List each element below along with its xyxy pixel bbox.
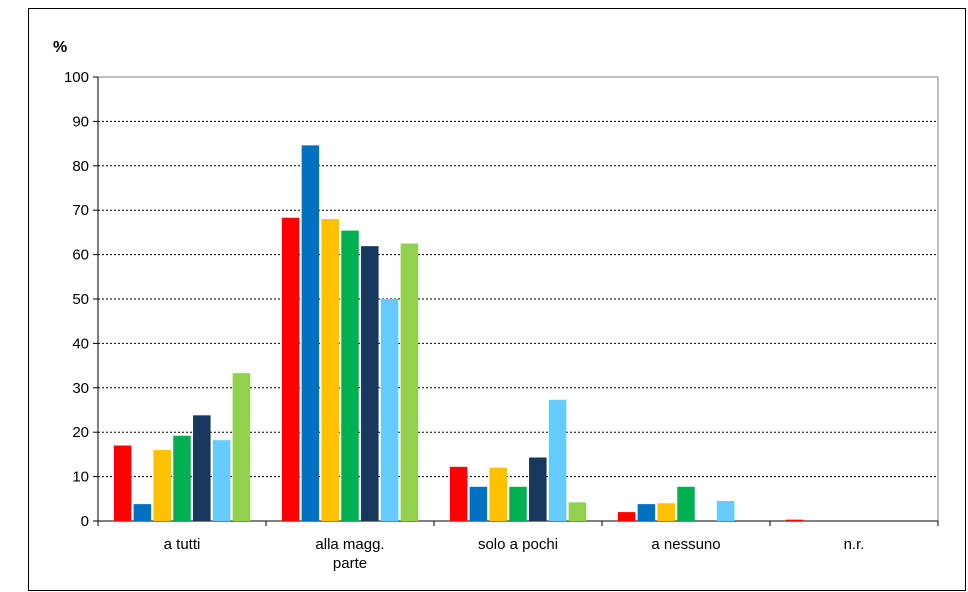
x-category-label: a nessuno — [651, 536, 720, 553]
bar — [113, 445, 132, 521]
bar — [509, 486, 527, 521]
y-tick-label: 80 — [72, 158, 89, 175]
bar — [193, 415, 211, 521]
x-category-label: alla magg. parte — [315, 536, 384, 572]
bar — [469, 486, 488, 521]
y-tick-label: 10 — [72, 469, 89, 486]
y-tick-label: 70 — [72, 202, 89, 219]
bar — [133, 504, 152, 521]
bar — [449, 466, 468, 521]
bar — [341, 230, 359, 521]
x-category-label-line: a nessuno — [651, 536, 720, 553]
y-tick-label: 100 — [64, 69, 89, 86]
bar — [153, 449, 171, 521]
bar — [232, 373, 251, 521]
bar — [568, 502, 587, 521]
x-category-label: n.r. — [844, 536, 865, 553]
bar — [212, 440, 231, 521]
x-category-label-line: parte — [333, 555, 367, 572]
bar — [281, 217, 300, 522]
x-category-label-line: a tutti — [164, 536, 201, 553]
x-category-label: a tutti — [164, 536, 201, 553]
bar — [489, 467, 507, 521]
bar — [380, 299, 399, 521]
bar — [301, 145, 320, 521]
y-tick-label: 60 — [72, 247, 89, 264]
y-axis-label: % — [53, 39, 67, 56]
bar-chart: 0 10 20 30 40 50 60 70 80 90 100% a tutti alla magg.… — [53, 39, 939, 572]
y-tick-label: 90 — [72, 113, 89, 130]
bar — [657, 503, 675, 521]
bar — [677, 486, 695, 521]
y-tick-label: 40 — [72, 335, 89, 352]
bar — [321, 219, 339, 521]
bar — [548, 399, 567, 521]
y-tick-label: 30 — [72, 380, 89, 397]
bar — [400, 243, 419, 521]
x-category-label-line: solo a pochi — [478, 536, 558, 553]
bar — [617, 512, 636, 521]
y-tick-label: 50 — [72, 291, 89, 308]
bar — [785, 519, 804, 521]
chart-frame: 0 10 20 30 40 50 60 70 80 90 100% a tutti alla magg.… — [28, 8, 966, 591]
bar — [361, 246, 379, 521]
x-category-label: solo a pochi — [478, 536, 558, 553]
bar — [716, 501, 735, 521]
y-tick-label: 0 — [81, 513, 89, 530]
bar — [173, 435, 191, 521]
x-category-label-line: alla magg. — [315, 536, 384, 553]
y-tick-label: 20 — [72, 424, 89, 441]
bar — [637, 504, 656, 521]
x-category-label-line: n.r. — [844, 536, 865, 553]
bar — [529, 457, 547, 521]
